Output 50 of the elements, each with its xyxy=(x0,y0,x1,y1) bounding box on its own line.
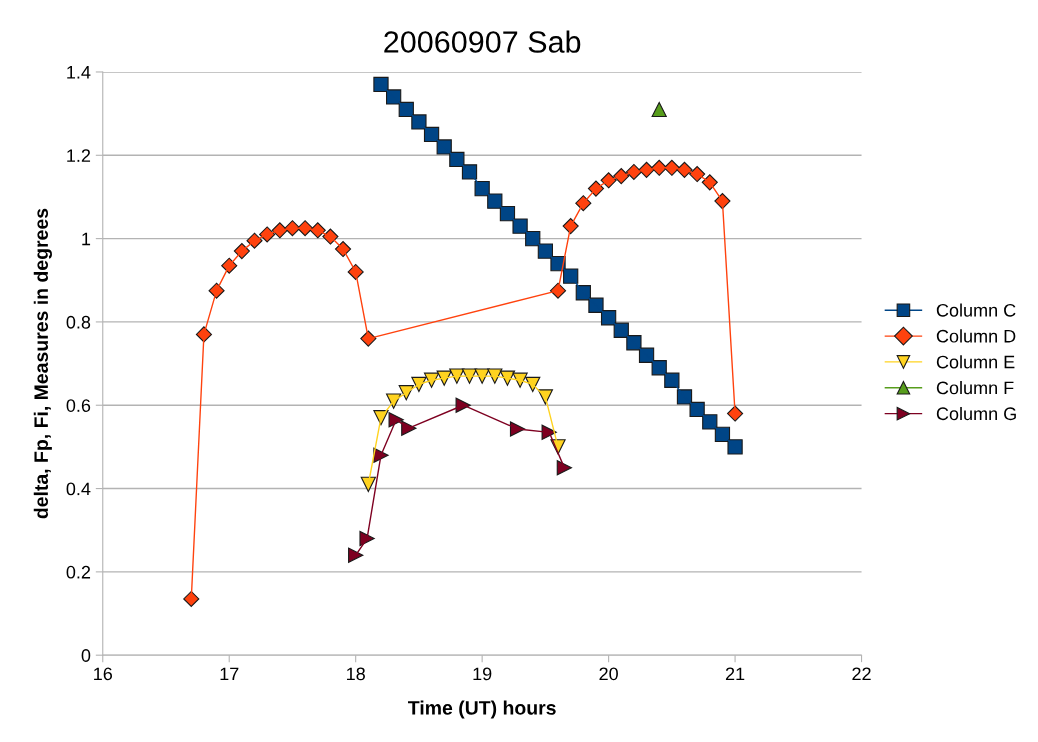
point xyxy=(676,389,693,405)
point xyxy=(334,240,352,258)
point xyxy=(651,101,667,118)
point xyxy=(563,268,579,284)
chart-title: 20060907 Sab xyxy=(384,30,581,53)
point xyxy=(727,439,743,455)
y-tick-label: 1.4 xyxy=(67,66,91,79)
point xyxy=(385,89,402,105)
point xyxy=(322,228,339,245)
x-tick-label: 22 xyxy=(852,667,871,681)
y-tick-label: 0.2 xyxy=(66,565,91,579)
legend-label: Column D xyxy=(936,329,1016,343)
x-tick-label: 16 xyxy=(94,667,113,681)
legend-label: Column E xyxy=(936,355,1015,369)
point xyxy=(411,114,427,130)
x-tick-label: 17 xyxy=(220,667,239,681)
point xyxy=(398,385,414,401)
point xyxy=(183,590,200,608)
y-tick-label: 1.2 xyxy=(67,149,91,162)
x-tick-label: 19 xyxy=(473,667,492,681)
point xyxy=(246,232,263,249)
point xyxy=(449,368,465,384)
point xyxy=(373,76,389,93)
point xyxy=(359,530,375,547)
point xyxy=(348,547,364,563)
x-axis-title: Time (UT) hours xyxy=(408,700,556,719)
x-tick-label: 20 xyxy=(599,667,618,681)
point xyxy=(487,193,503,209)
point xyxy=(626,335,642,351)
point xyxy=(208,282,225,299)
y-tick-label: 0.8 xyxy=(66,315,91,329)
x-tick-label: 21 xyxy=(725,667,745,681)
y-tick-label: 0 xyxy=(81,649,91,662)
point xyxy=(385,393,402,409)
legend-label: Column G xyxy=(936,406,1016,421)
point xyxy=(360,330,377,347)
y-tick-label: 0.4 xyxy=(66,482,91,496)
point xyxy=(689,165,706,183)
x-tick-label: 18 xyxy=(347,667,365,681)
point xyxy=(512,218,528,234)
y-axis-title: delta, Fp, Fi, Measures in degrees xyxy=(33,208,52,519)
point xyxy=(233,243,250,260)
point xyxy=(461,164,478,180)
y-tick-label: 0.6 xyxy=(66,399,91,412)
y-tick-label: 1 xyxy=(82,232,91,246)
point xyxy=(411,376,427,393)
legend-label: Column F xyxy=(936,381,1014,395)
point xyxy=(487,368,503,384)
legend-label: Column C xyxy=(936,303,1016,317)
point xyxy=(702,414,718,430)
